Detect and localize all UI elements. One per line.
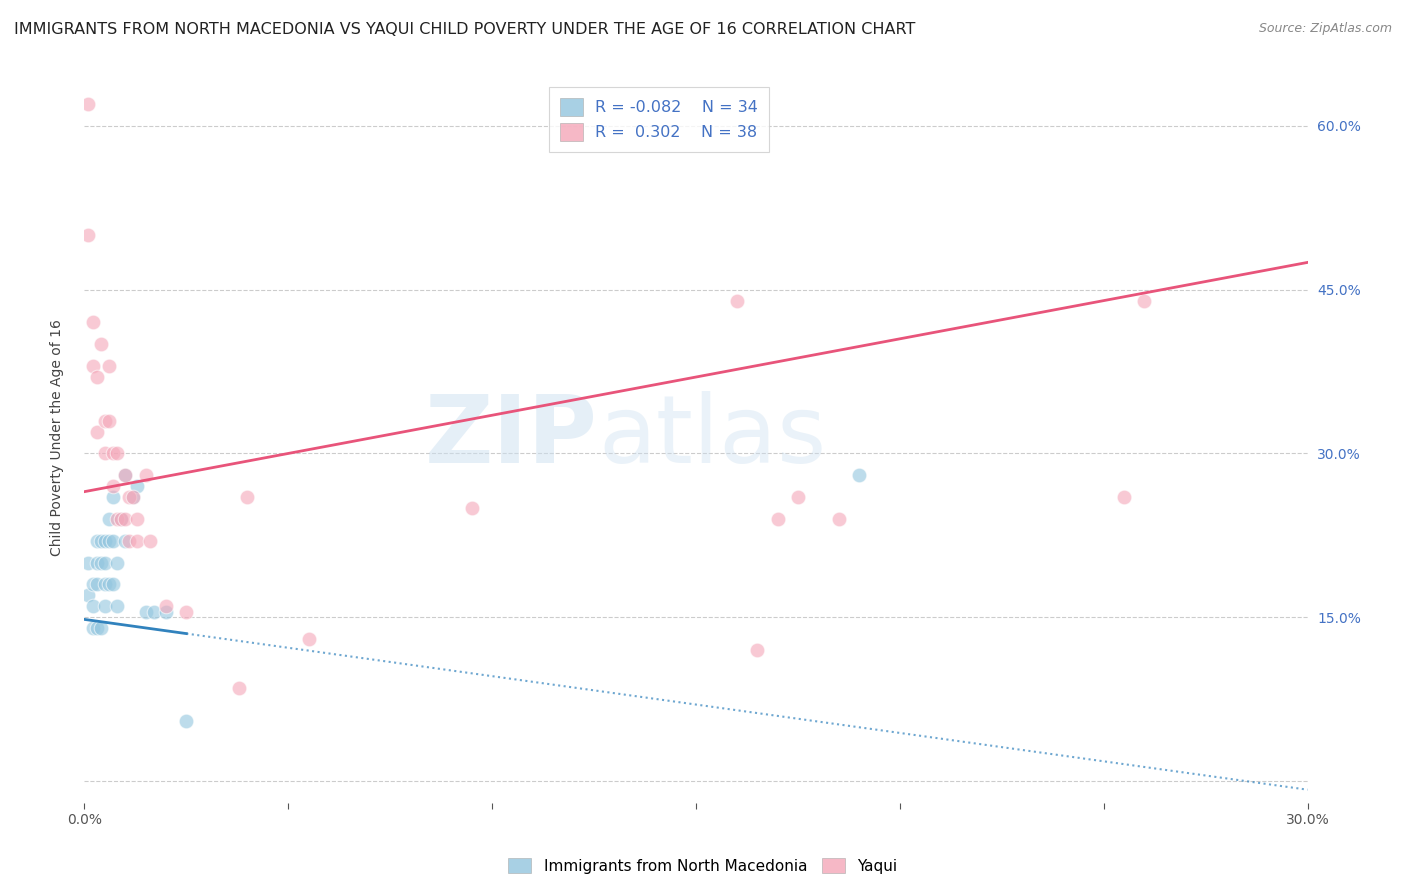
- Legend: R = -0.082    N = 34, R =  0.302    N = 38: R = -0.082 N = 34, R = 0.302 N = 38: [550, 87, 769, 153]
- Point: [93, 414, 115, 428]
- Point: [122, 490, 145, 504]
- Point: [298, 632, 321, 646]
- Point: [105, 512, 128, 526]
- Point: [787, 490, 810, 504]
- Point: [135, 468, 157, 483]
- Point: [114, 468, 136, 483]
- Point: [93, 556, 115, 570]
- Point: [1114, 490, 1136, 504]
- Point: [90, 556, 112, 570]
- Point: [90, 621, 112, 635]
- Y-axis label: Child Poverty Under the Age of 16: Child Poverty Under the Age of 16: [49, 318, 63, 556]
- Point: [174, 714, 197, 728]
- Text: IMMIGRANTS FROM NORTH MACEDONIA VS YAQUI CHILD POVERTY UNDER THE AGE OF 16 CORRE: IMMIGRANTS FROM NORTH MACEDONIA VS YAQUI…: [14, 22, 915, 37]
- Point: [101, 577, 124, 591]
- Point: [97, 512, 120, 526]
- Point: [127, 479, 149, 493]
- Point: [97, 359, 120, 373]
- Point: [86, 370, 108, 384]
- Point: [82, 577, 104, 591]
- Point: [101, 479, 124, 493]
- Text: ZIP: ZIP: [425, 391, 598, 483]
- Point: [127, 512, 149, 526]
- Point: [86, 621, 108, 635]
- Point: [97, 414, 120, 428]
- Point: [725, 293, 748, 308]
- Point: [122, 490, 145, 504]
- Point: [110, 512, 132, 526]
- Point: [101, 533, 124, 548]
- Point: [90, 533, 112, 548]
- Point: [77, 228, 100, 243]
- Point: [135, 605, 157, 619]
- Point: [86, 425, 108, 439]
- Point: [101, 446, 124, 460]
- Point: [105, 446, 128, 460]
- Point: [461, 501, 484, 516]
- Point: [82, 315, 104, 329]
- Point: [114, 468, 136, 483]
- Point: [77, 588, 100, 602]
- Point: [93, 446, 115, 460]
- Point: [101, 490, 124, 504]
- Point: [86, 533, 108, 548]
- Point: [155, 605, 177, 619]
- Point: [1133, 293, 1156, 308]
- Point: [97, 533, 120, 548]
- Point: [93, 577, 115, 591]
- Point: [228, 681, 250, 695]
- Point: [93, 599, 115, 614]
- Point: [174, 605, 197, 619]
- Point: [97, 577, 120, 591]
- Point: [82, 359, 104, 373]
- Point: [828, 512, 851, 526]
- Point: [90, 337, 112, 351]
- Point: [77, 97, 100, 112]
- Point: [236, 490, 259, 504]
- Point: [114, 533, 136, 548]
- Point: [766, 512, 789, 526]
- Point: [77, 556, 100, 570]
- Point: [118, 533, 141, 548]
- Point: [93, 533, 115, 548]
- Point: [138, 533, 160, 548]
- Point: [82, 599, 104, 614]
- Point: [105, 556, 128, 570]
- Point: [105, 599, 128, 614]
- Point: [86, 577, 108, 591]
- Point: [155, 599, 177, 614]
- Point: [127, 533, 149, 548]
- Legend: Immigrants from North Macedonia, Yaqui: Immigrants from North Macedonia, Yaqui: [502, 852, 904, 880]
- Point: [118, 490, 141, 504]
- Text: Source: ZipAtlas.com: Source: ZipAtlas.com: [1258, 22, 1392, 36]
- Point: [110, 512, 132, 526]
- Point: [848, 468, 870, 483]
- Point: [747, 643, 769, 657]
- Point: [82, 621, 104, 635]
- Point: [114, 512, 136, 526]
- Point: [142, 605, 165, 619]
- Point: [86, 556, 108, 570]
- Text: atlas: atlas: [598, 391, 827, 483]
